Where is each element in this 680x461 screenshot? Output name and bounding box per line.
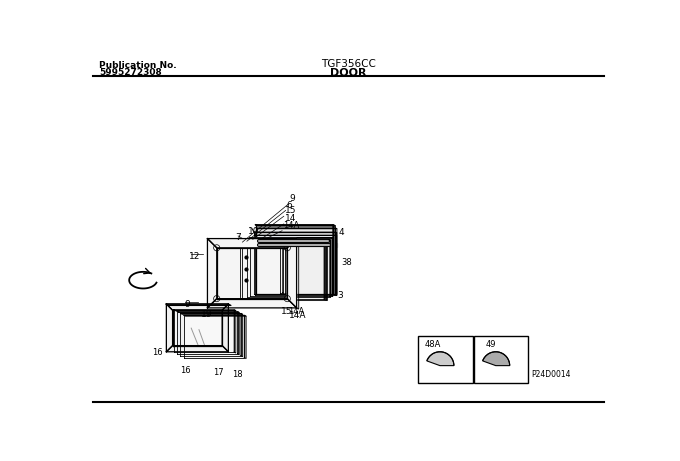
Polygon shape [242,240,327,241]
Polygon shape [167,346,228,352]
Polygon shape [283,239,286,295]
Polygon shape [207,239,296,248]
Text: 14A: 14A [283,221,299,230]
Polygon shape [180,313,243,314]
Bar [418,337,473,383]
Text: 10: 10 [248,227,260,236]
Polygon shape [173,310,236,311]
Polygon shape [332,237,333,296]
Polygon shape [207,239,296,308]
Polygon shape [285,239,288,293]
Polygon shape [242,240,326,300]
Polygon shape [239,244,324,299]
Text: 18: 18 [233,370,243,378]
Text: 14: 14 [284,214,296,223]
Polygon shape [336,235,337,296]
Polygon shape [207,299,296,308]
Text: 48A: 48A [424,340,441,349]
Polygon shape [244,315,246,359]
Text: 14A: 14A [289,311,306,320]
Text: 16: 16 [152,348,163,357]
Polygon shape [167,304,228,310]
Polygon shape [239,244,325,245]
Text: 19: 19 [201,310,213,319]
Polygon shape [254,232,337,233]
Text: 9: 9 [290,194,295,203]
Polygon shape [177,312,237,354]
Text: 14A: 14A [288,307,305,316]
Text: DOOR: DOOR [330,68,367,77]
Polygon shape [167,304,173,352]
Polygon shape [180,313,241,356]
Polygon shape [184,315,246,316]
Text: 49: 49 [486,340,496,349]
Wedge shape [483,352,510,366]
Polygon shape [237,312,239,355]
Text: 9: 9 [184,300,190,309]
Bar [474,337,528,383]
Polygon shape [254,232,335,294]
Polygon shape [254,235,337,236]
Text: 12: 12 [189,252,200,261]
Text: 16: 16 [180,366,190,375]
Text: 38: 38 [341,258,352,267]
Polygon shape [167,304,228,352]
Text: 5995272308: 5995272308 [99,68,162,77]
Polygon shape [288,239,291,295]
Polygon shape [256,225,335,226]
Text: Publication No.: Publication No. [99,61,177,71]
Polygon shape [280,239,286,241]
Polygon shape [254,235,336,295]
Polygon shape [287,239,296,308]
Polygon shape [207,239,217,308]
Polygon shape [241,313,243,357]
Text: 3: 3 [338,290,343,300]
Polygon shape [280,239,283,293]
Text: 15: 15 [284,207,296,215]
Polygon shape [335,228,337,295]
Text: 4: 4 [339,228,344,236]
Polygon shape [324,244,325,300]
Wedge shape [427,352,454,366]
Text: 15: 15 [282,307,292,316]
Text: 7: 7 [235,233,241,242]
Polygon shape [326,240,327,301]
Polygon shape [333,225,335,295]
Polygon shape [250,237,332,296]
Polygon shape [167,304,231,306]
Polygon shape [256,228,335,294]
Text: 6: 6 [286,201,292,210]
Polygon shape [177,312,239,313]
Text: P24D0014: P24D0014 [531,371,571,379]
Polygon shape [256,228,337,229]
Polygon shape [184,315,244,358]
Polygon shape [332,243,337,248]
Polygon shape [234,310,236,353]
Polygon shape [256,243,260,248]
Polygon shape [335,232,337,294]
Polygon shape [173,310,234,352]
Polygon shape [250,237,333,238]
Text: 17: 17 [214,368,224,377]
Text: TGF356CC: TGF356CC [321,59,376,69]
Polygon shape [296,239,299,309]
Polygon shape [285,239,291,241]
Polygon shape [207,239,299,240]
Polygon shape [222,304,228,352]
Polygon shape [256,225,333,294]
Polygon shape [247,240,330,296]
